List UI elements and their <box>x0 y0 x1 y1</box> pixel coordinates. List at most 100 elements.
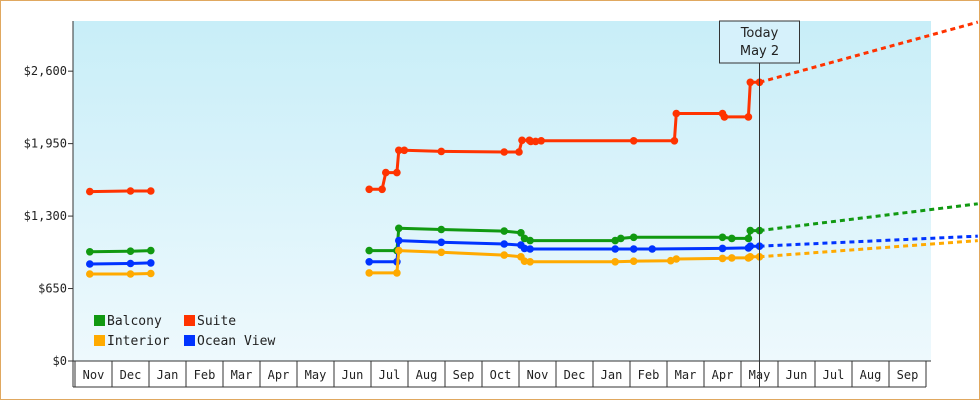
series-line <box>89 261 151 266</box>
today-label: Today <box>740 26 779 41</box>
y-tick-label: $2,600 <box>24 64 67 78</box>
data-point <box>526 258 534 266</box>
data-point <box>395 246 403 255</box>
data-point <box>526 245 534 253</box>
data-point <box>629 257 638 266</box>
data-point <box>365 258 374 266</box>
data-point <box>611 245 619 253</box>
data-point <box>126 270 135 278</box>
data-point <box>437 238 446 247</box>
x-tick-label: May <box>305 368 327 382</box>
data-point <box>515 148 523 156</box>
legend-label: Suite <box>197 314 236 329</box>
y-tick-label: $0 <box>53 354 67 368</box>
data-point <box>728 234 736 243</box>
x-tick-label: Jul <box>823 368 845 382</box>
data-point <box>126 247 135 255</box>
data-point <box>718 244 727 253</box>
data-point <box>395 236 403 245</box>
x-tick-label: Sep <box>453 368 475 382</box>
data-point <box>746 78 755 87</box>
data-point <box>746 242 755 250</box>
legend-item: Interior <box>94 334 170 349</box>
projection-line <box>759 202 978 233</box>
data-point <box>518 136 526 145</box>
data-point <box>500 251 509 259</box>
data-point <box>746 253 755 261</box>
x-tick-label: Feb <box>638 368 660 382</box>
x-tick-label: Aug <box>860 368 882 382</box>
series-balcony <box>86 202 978 256</box>
plot-background <box>73 21 931 361</box>
data-point <box>147 187 155 195</box>
y-tick-label: $1,950 <box>24 137 67 151</box>
x-tick-label: Jan <box>601 368 623 382</box>
data-point <box>629 245 638 253</box>
data-point <box>395 146 403 155</box>
data-point <box>517 229 525 237</box>
x-tick-label: Oct <box>490 368 512 382</box>
legend-label: Interior <box>107 334 170 349</box>
data-point <box>147 246 155 255</box>
data-point <box>437 248 446 257</box>
data-point <box>395 224 403 233</box>
series-line <box>89 249 151 254</box>
data-point <box>126 187 135 195</box>
data-point <box>437 147 446 156</box>
data-point <box>744 234 753 243</box>
x-tick-label: Mar <box>231 368 253 382</box>
x-tick-label: Feb <box>194 368 216 382</box>
projection-line <box>759 234 978 248</box>
legend-swatch <box>94 335 105 346</box>
legend-swatch <box>94 315 105 326</box>
y-tick-label: $650 <box>38 282 67 296</box>
x-tick-label: Mar <box>675 368 697 382</box>
data-point <box>670 137 679 145</box>
series-ocean-view <box>86 234 978 268</box>
legend-swatch <box>184 335 195 346</box>
data-point <box>400 146 409 155</box>
data-point <box>500 240 509 248</box>
data-point <box>718 233 727 242</box>
legend-swatch <box>184 315 195 326</box>
x-tick-label: Jun <box>786 368 808 382</box>
data-point <box>746 226 755 235</box>
series-line <box>89 272 151 276</box>
x-tick-label: Sep <box>897 368 919 382</box>
legend-item: Suite <box>184 314 236 329</box>
y-tick-label: $1,300 <box>24 209 67 223</box>
data-point <box>520 244 529 253</box>
data-point <box>520 257 529 266</box>
data-point <box>500 227 509 235</box>
data-point <box>365 269 374 277</box>
data-point <box>672 255 681 263</box>
series-interior <box>86 239 978 278</box>
legend-item: Ocean View <box>184 334 275 349</box>
data-point <box>720 113 729 121</box>
data-point <box>382 168 390 177</box>
legend-item: Balcony <box>94 314 162 329</box>
data-point <box>611 258 619 266</box>
x-tick-label: Nov <box>527 368 549 382</box>
data-point <box>393 269 401 277</box>
data-point <box>147 259 155 267</box>
x-tick-label: Jul <box>379 368 401 382</box>
data-point <box>500 148 509 156</box>
x-tick-label: Nov <box>83 368 105 382</box>
data-point <box>629 137 638 145</box>
legend-label: Ocean View <box>197 334 275 349</box>
data-point <box>728 254 736 262</box>
data-point <box>365 246 374 255</box>
x-tick-label: Apr <box>268 368 290 382</box>
data-point <box>744 113 753 121</box>
data-point <box>629 233 638 242</box>
data-point <box>531 137 540 146</box>
data-point <box>437 225 446 234</box>
data-point <box>86 187 94 196</box>
series-line <box>369 226 760 253</box>
data-point <box>526 236 534 245</box>
today-callout-box <box>719 20 800 64</box>
data-point <box>648 245 656 253</box>
